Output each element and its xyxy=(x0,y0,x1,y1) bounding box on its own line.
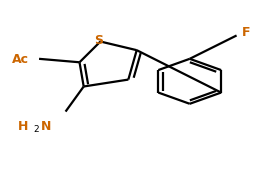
Text: Ac: Ac xyxy=(12,53,29,66)
Text: N: N xyxy=(41,120,51,133)
Text: F: F xyxy=(242,26,251,39)
Text: H: H xyxy=(18,120,28,133)
Text: 2: 2 xyxy=(33,125,39,134)
Text: S: S xyxy=(94,34,103,47)
